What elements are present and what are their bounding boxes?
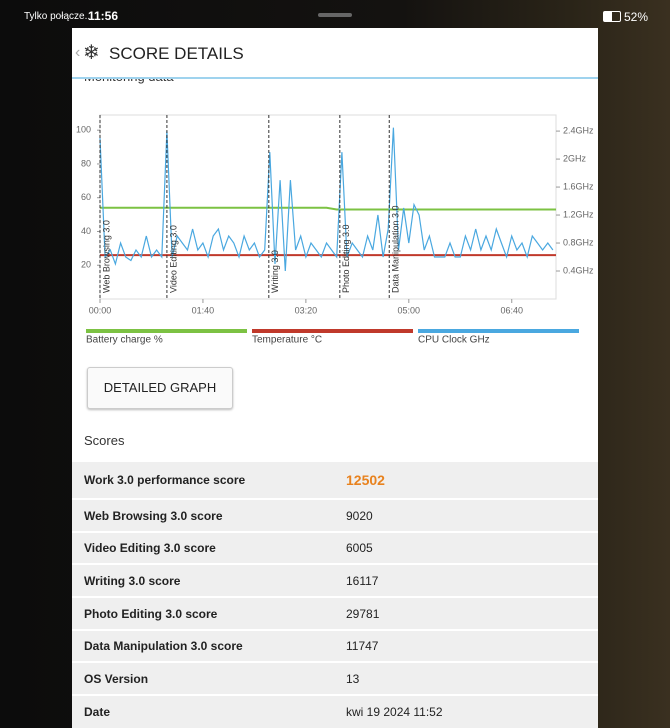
header-title: SCORE DETAILS <box>109 44 244 63</box>
row-value: 9020 <box>346 508 373 523</box>
notch <box>318 13 352 17</box>
x-tick-label: 00:00 <box>89 305 112 315</box>
x-tick-label: 03:20 <box>295 305 318 315</box>
row-value: 12502 <box>346 472 385 488</box>
table-row: OS Version 13 <box>72 663 598 694</box>
row-label: Data Manipulation 3.0 score <box>84 639 243 653</box>
x-tick-label: 01:40 <box>192 305 215 315</box>
y2-tick-label: 1.6GHz <box>563 181 594 191</box>
legend-label: CPU Clock GHz <box>418 335 490 346</box>
back-arrow[interactable]: ‹ <box>75 44 81 61</box>
row-label: Photo Editing 3.0 score <box>84 606 218 621</box>
row-label: Web Browsing 3.0 score <box>84 508 223 523</box>
y2-tick-label: 2.4GHz <box>563 125 594 135</box>
row-value: 11747 <box>346 639 379 653</box>
legend-swatch <box>252 329 413 333</box>
y-tick-label: 60 <box>81 192 91 202</box>
event-label: Data Manipulation 3.0 <box>391 205 401 293</box>
row-value: 16117 <box>346 573 379 588</box>
y-tick-label: 20 <box>81 260 91 270</box>
detailed-graph-button[interactable]: DETAILED GRAPH <box>87 367 233 409</box>
series-line <box>100 206 556 211</box>
battery-level: 52% <box>624 10 649 24</box>
series-line <box>99 127 554 272</box>
x-tick-label: 06:40 <box>500 305 523 315</box>
chart: 20 40 60 80 100 0.4GHz 0.8GHz 1.2GHz 1.6GHz 2GHz 2… <box>76 114 594 346</box>
clock: 11:56 <box>88 9 119 23</box>
table-row: Video Editing 3.0 score 6005 <box>72 533 598 563</box>
event-label: Photo Editing 3.0 <box>341 224 351 293</box>
battery-icon <box>603 11 621 22</box>
table-row: Work 3.0 performance score 12502 <box>72 462 598 498</box>
y-tick-label: 40 <box>81 226 91 236</box>
row-label: Date <box>84 705 111 719</box>
y2-tick-label: 1.2GHz <box>563 209 594 219</box>
table-row: Data Manipulation 3.0 score 11747 <box>72 631 598 661</box>
legend-swatch <box>86 329 247 333</box>
legend-swatch <box>418 329 579 333</box>
x-tick-label: 05:00 <box>398 305 421 315</box>
row-label: OS Version <box>84 671 149 686</box>
table-row: Writing 3.0 score 16117 <box>72 565 598 596</box>
y-tick-label: 80 <box>81 158 91 168</box>
event-label: Video Editing 3.0 <box>168 225 178 293</box>
row-value: kwi 19 2024 11:52 <box>346 705 443 719</box>
row-label: Writing 3.0 score <box>84 573 181 588</box>
event-label: Web Browsing 3.0 <box>101 220 111 293</box>
legend-label: Temperature °C <box>252 335 322 346</box>
row-value: 13 <box>346 671 360 686</box>
event-label: Writing 3.0 <box>270 250 280 293</box>
table-row: Photo Editing 3.0 score 29781 <box>72 598 598 629</box>
snowflake-icon: ❄ <box>83 42 100 64</box>
header: ‹ ❄ SCORE DETAILS <box>72 28 598 79</box>
row-label: Work 3.0 performance score <box>84 473 246 487</box>
y2-tick-label: 0.4GHz <box>563 265 594 275</box>
row-value: 6005 <box>346 541 373 555</box>
y2-tick-label: 0.8GHz <box>563 237 594 247</box>
table-row: Date kwi 19 2024 11:52 <box>72 696 598 728</box>
row-label: Video Editing 3.0 score <box>84 541 216 555</box>
legend-label: Battery charge % <box>86 335 163 346</box>
scores-title: Scores <box>84 433 125 448</box>
table-row: Web Browsing 3.0 score 9020 <box>72 500 598 531</box>
carrier: Tylko połącze... <box>24 11 93 22</box>
y2-tick-label: 2GHz <box>563 153 587 163</box>
y-tick-label: 100 <box>76 125 91 135</box>
row-value: 29781 <box>346 606 380 621</box>
